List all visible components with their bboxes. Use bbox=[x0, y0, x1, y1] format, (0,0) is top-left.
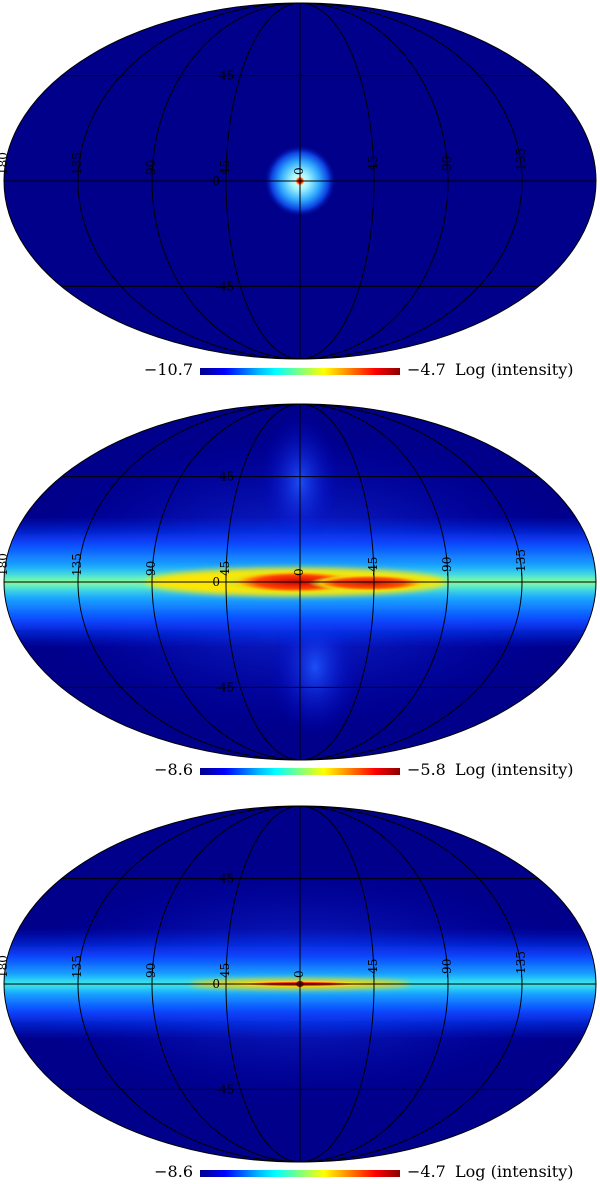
longitude-label: -90 bbox=[440, 557, 454, 576]
longitude-label: -45 bbox=[366, 557, 380, 576]
longitude-label: -90 bbox=[440, 959, 454, 978]
map-outline bbox=[3, 403, 597, 761]
latitude-label: 0 bbox=[212, 977, 220, 991]
longitude-label: 135 bbox=[70, 152, 84, 175]
longitude-label: -135 bbox=[514, 951, 528, 978]
colorbar: −10.7 −4.7 Log (intensity) bbox=[144, 360, 574, 379]
colorbar: −8.6 −5.8 Log (intensity) bbox=[154, 760, 573, 779]
longitude-label: 0 bbox=[292, 568, 306, 576]
longitude-label: 45 bbox=[218, 160, 232, 175]
longitude-label: 180 bbox=[0, 553, 10, 576]
latitude-label: 0 bbox=[212, 174, 220, 188]
longitude-label: 0 bbox=[292, 970, 306, 978]
colorbar-label: Log (intensity) bbox=[455, 360, 574, 379]
latitude-label: 45 bbox=[219, 69, 234, 83]
latitude-label: -45 bbox=[215, 680, 234, 694]
longitude-label: 135 bbox=[70, 955, 84, 978]
latitude-label: 0 bbox=[212, 575, 220, 589]
longitude-label: 45 bbox=[218, 963, 232, 978]
graticule bbox=[3, 2, 597, 360]
longitude-label: 135 bbox=[70, 553, 84, 576]
inner-disk-core bbox=[308, 574, 432, 592]
longitude-label: 0 bbox=[292, 167, 306, 175]
colorbar: −8.6 −4.7 Log (intensity) bbox=[154, 1162, 573, 1181]
longitude-label: 180 bbox=[0, 152, 10, 175]
colorbar-gradient bbox=[200, 368, 400, 375]
longitude-label: 180 bbox=[0, 955, 10, 978]
colorbar-max: −4.7 bbox=[407, 360, 446, 379]
colorbar-gradient bbox=[200, 1170, 400, 1177]
colorbar-gradient bbox=[200, 768, 400, 775]
longitude-label: 90 bbox=[144, 963, 158, 978]
colorbar-max: −4.7 bbox=[407, 1162, 446, 1181]
graticule bbox=[3, 403, 597, 761]
colorbar-min: −8.6 bbox=[154, 1162, 193, 1181]
longitude-label: 90 bbox=[144, 160, 158, 175]
longitude-label: -45 bbox=[366, 156, 380, 175]
colorbar-max: −5.8 bbox=[407, 760, 446, 779]
map-outline bbox=[3, 805, 597, 1163]
longitude-label: -135 bbox=[514, 148, 528, 175]
map-outline bbox=[3, 2, 597, 360]
longitude-label: 90 bbox=[144, 561, 158, 576]
graticule bbox=[3, 805, 597, 1163]
latitude-label: 45 bbox=[219, 470, 234, 484]
colorbar-label: Log (intensity) bbox=[455, 1162, 574, 1181]
longitude-label: -90 bbox=[440, 156, 454, 175]
longitude-label: -45 bbox=[366, 959, 380, 978]
longitude-label: 45 bbox=[218, 561, 232, 576]
longitude-label: -135 bbox=[514, 549, 528, 576]
latitude-label: 45 bbox=[219, 872, 234, 886]
latitude-label: -45 bbox=[215, 279, 234, 293]
colorbar-min: −10.7 bbox=[144, 360, 193, 379]
latitude-label: -45 bbox=[215, 1082, 234, 1096]
colorbar-label: Log (intensity) bbox=[455, 760, 574, 779]
colorbar-min: −8.6 bbox=[154, 760, 193, 779]
